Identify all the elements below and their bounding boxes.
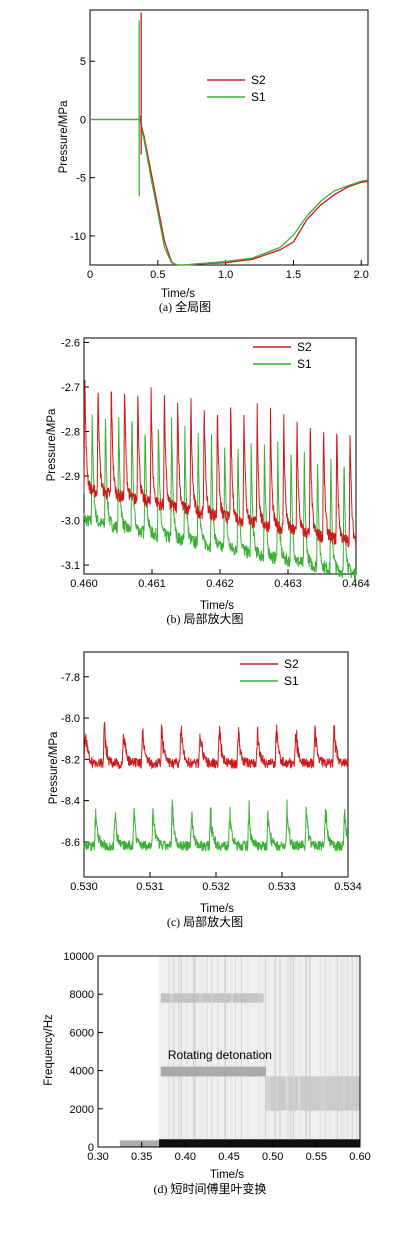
panel-c-legend-label-s2: S2 <box>284 657 299 671</box>
panel-d-xtick-label: 0.40 <box>175 1151 196 1163</box>
panel-a-xlabel: Time/s <box>161 288 195 300</box>
panel-c-xtick-label: 0.531 <box>136 881 164 893</box>
panel-d-band-main <box>159 1139 360 1147</box>
panel-c-line-s2 <box>83 722 349 770</box>
panel-c-xtick-label: 0.530 <box>70 881 98 893</box>
panel-a-xtick-label: 0 <box>87 269 93 281</box>
panel-c-legend-label-s1: S1 <box>284 674 299 688</box>
panel-c-ytick-label: -8.2 <box>61 754 80 766</box>
panel-c-ytick-label: -8.6 <box>61 837 80 849</box>
panel-c-line-s1 <box>83 799 349 852</box>
panel-a-line-s1 <box>90 115 369 266</box>
panel-c-ylabel: Pressure/MPa <box>48 731 60 804</box>
panel-d-stft-spectrogram: (d) 短时间傅里叶变换 Time/s Frequency/Hz 0.30 0.3… <box>43 951 371 1196</box>
panel-d-band <box>119 1140 160 1147</box>
panel-d-xtick-label: 0.50 <box>262 1151 283 1163</box>
panel-c-xtick-label: 0.533 <box>268 881 296 893</box>
panel-c-ytick-label: -8.4 <box>61 796 80 808</box>
panel-b-line-s2 <box>83 379 357 548</box>
panel-b-ytick-label: -2.7 <box>61 382 80 394</box>
panel-d-ytick-label: 8000 <box>70 989 94 1001</box>
panel-d-xlabel: Time/s <box>210 1169 244 1181</box>
panel-d-xtick-label: 0.60 <box>349 1151 370 1163</box>
panel-a-global-view: (a) 全局图 Time/s Pressure/MPa 0 0.5 1.0 1.5 2.… <box>58 9 369 314</box>
panel-d-xtick-label: 0.55 <box>306 1151 327 1163</box>
panel-b-xlabel: Time/s <box>200 600 234 612</box>
panel-d-xtick-label: 0.30 <box>87 1151 108 1163</box>
panel-c-xlabel: Time/s <box>200 903 234 915</box>
panel-c-xtick-label: 0.534 <box>334 881 362 893</box>
panel-b-xtick-label: 0.463 <box>274 578 302 590</box>
panel-c-ytick-label: -8.0 <box>61 713 80 725</box>
panel-a-ylabel: Pressure/MPa <box>58 100 70 173</box>
panel-c-ytick-label: -7.8 <box>61 672 80 684</box>
panel-b-caption: (b) 局部放大图 <box>167 611 244 626</box>
panel-b-xtick-label: 0.461 <box>138 578 166 590</box>
panel-d-annotation: Rotating detonation <box>168 1048 272 1062</box>
panel-a-plot-frame <box>89 9 369 266</box>
panel-a-xtick-label: 0.5 <box>150 269 165 281</box>
panel-a-xtick-label: 1.0 <box>218 269 233 281</box>
panel-a-xtick-label: 1.5 <box>286 269 301 281</box>
panel-a-legend-label-s1: S1 <box>251 90 266 104</box>
panel-d-xtick-label: 0.45 <box>218 1151 239 1163</box>
panel-d-ytick-label: 2000 <box>70 1104 94 1116</box>
panel-d-ytick-label: 0 <box>88 1142 94 1154</box>
panel-b-ytick-label: -3.1 <box>61 560 80 572</box>
panel-a-ytick-label: -5 <box>76 173 86 185</box>
panel-c-xtick-label: 0.532 <box>202 881 230 893</box>
panel-a-line-s2 <box>90 115 369 266</box>
panel-a-xtick-label: 2.0 <box>354 269 369 281</box>
panel-a-ytick-label: 0 <box>80 114 86 126</box>
panel-d-band-4khz <box>160 1066 266 1077</box>
panel-b-xtick-label: 0.464 <box>342 578 370 590</box>
panel-a-ytick-label: 5 <box>80 56 86 68</box>
panel-a-ytick-label: -10 <box>70 231 86 243</box>
panel-b-ytick-label: -2.8 <box>61 427 80 439</box>
panel-b-ytick-label: -2.9 <box>61 471 80 483</box>
panel-a-caption: (a) 全局图 <box>159 299 211 314</box>
panel-b-xtick-label: 0.462 <box>206 578 234 590</box>
panel-a-legend-label-s2: S2 <box>251 73 266 87</box>
panel-d-ytick-label: 4000 <box>70 1066 94 1078</box>
panel-d-band <box>160 993 264 1003</box>
panel-b-legend-label-s2: S2 <box>297 340 312 354</box>
panel-d-xtick-label: 0.35 <box>131 1151 152 1163</box>
panel-d-ylabel: Frequency/Hz <box>43 1014 55 1086</box>
panel-c-caption: (c) 局部放大图 <box>167 914 243 929</box>
panel-b-ylabel: Pressure/MPa <box>46 408 58 481</box>
panel-d-ytick-label: 6000 <box>70 1027 94 1039</box>
panel-d-caption: (d) 短时间傅里叶变换 <box>154 1181 267 1196</box>
panel-b-zoom-view: (b) 局部放大图 Time/s Pressure/MPa 0.460 0.461… <box>46 337 370 626</box>
panel-c-zoom-view: (c) 局部放大图 Time/s Pressure/MPa 0.530 0.531… <box>48 651 362 929</box>
panel-b-plot-frame <box>83 337 357 575</box>
panel-d-ytick-label: 10000 <box>63 951 94 963</box>
panel-b-line-s1 <box>83 414 357 582</box>
panel-b-legend-label-s1: S1 <box>297 357 312 371</box>
panel-b-ytick-label: -2.6 <box>61 337 80 349</box>
panel-b-xtick-label: 0.460 <box>70 578 98 590</box>
panel-b-ytick-label: -3.0 <box>61 516 80 528</box>
